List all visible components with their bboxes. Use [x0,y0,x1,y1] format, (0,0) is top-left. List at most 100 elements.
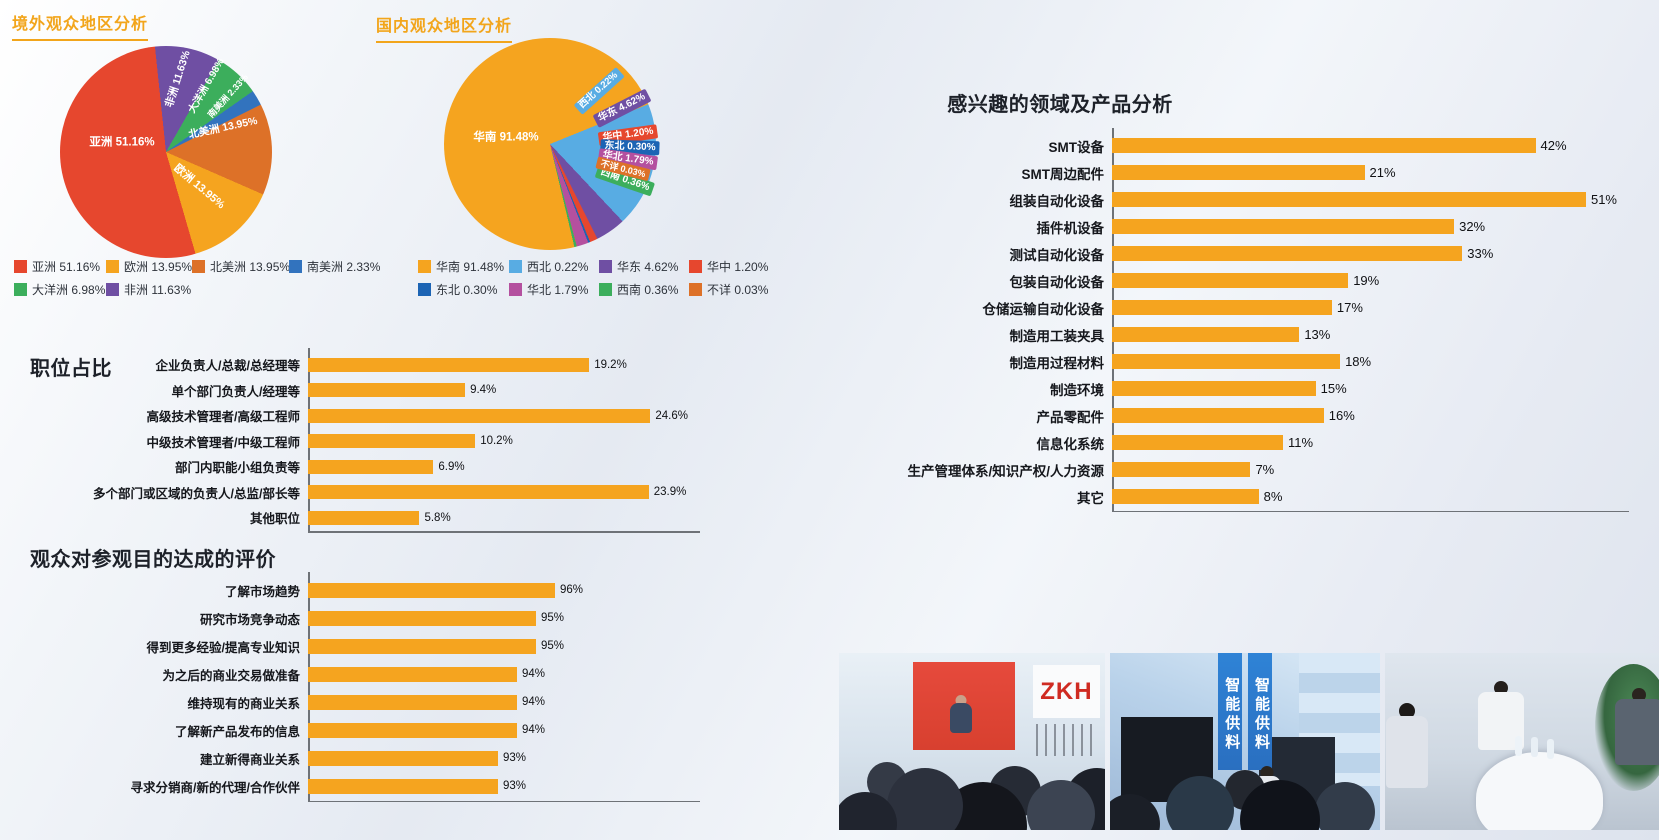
legend-label: 华南 91.48% [436,260,505,274]
bar-row: 仓储运输自动化设备 17% [868,294,1617,321]
bar-category-label: 了解市场趋势 [224,584,300,599]
bar-value-label: 10.2% [480,435,513,448]
bar-category-label: 维持现有的商业关系 [187,696,300,711]
bar-value-label: 21% [1369,165,1396,180]
bar-category-label: 其它 [1077,490,1104,506]
bar-plot-area: 21% [1112,165,1617,180]
legend-swatch [289,260,302,273]
bar-category-label: 其他职位 [249,512,300,527]
legend-item: 东北 0.30% [418,281,509,298]
bar [308,408,651,423]
bar-plot-area: 95% [308,638,688,654]
bar-value-label: 93% [503,780,527,792]
bar-plot-area: 13% [1112,327,1617,342]
bar-plot-area: 94% [308,694,688,710]
legend-label: 大洋洲 6.98% [32,283,106,297]
bar-row: 得到更多经验/提高专业知识 95% [18,632,688,660]
banner-text: 智能供料 [1223,677,1241,754]
bar [308,638,536,654]
legend-label: 非洲 11.63% [124,283,192,297]
bar [1112,246,1463,261]
bar-row: 寻求分销商/新的代理/合作伙伴 93% [18,772,688,800]
bar-category-label: 信息化系统 [1036,436,1105,452]
legend-item: 非洲 11.63% [106,281,192,298]
bar [1112,381,1316,396]
photo-business-meeting [1385,653,1659,830]
bar-row: 部门内职能小组负责等 6.9% [18,454,688,480]
domestic-pie-legend: 华南 91.48% 西北 0.22% 华东 4.62% 华中 1.20% 东北 0.30… [418,258,779,298]
legend-swatch [509,260,522,273]
bar-value-label: 18% [1345,354,1372,369]
bar-category-label: SMT周边配件 [1021,166,1105,182]
bar-value-label: 94% [522,668,546,680]
bar-row: 企业负责人/总裁/总经理等 19.2% [18,352,688,378]
x-axis-line [308,800,700,802]
bar-value-label: 95% [541,640,565,652]
bar-category-label: 测试自动化设备 [1009,247,1105,263]
job-positions-chart: 企业负责人/总裁/总经理等 19.2% 单个部门负责人/经理等 9.4% 高级技术管理者… [18,348,700,533]
bar-value-label: 42% [1540,138,1567,153]
legend-item: 西南 0.36% [599,281,689,298]
legend-item: 华北 1.79% [509,281,599,298]
bar-row: 制造用工装夹具 13% [868,321,1617,348]
banner-text: 智能供料 [1252,677,1270,754]
bar-row: 其他职位 5.8% [18,505,688,531]
legend-item: 欧洲 13.95% [106,258,192,275]
overseas-pie-legend: 亚洲 51.16% 欧洲 13.95% 北美洲 13.95% 南美洲 2.33% 大洋洲… [14,258,385,298]
bar-value-label: 11% [1288,435,1314,450]
bar-plot-area: 9.4% [308,383,688,398]
bar [308,666,517,682]
legend-swatch [599,283,612,296]
bar-plot-area: 17% [1112,300,1617,315]
legend-label: 华中 1.20% [707,260,769,274]
bar-row: 多个部门或区域的负责人/总监/部长等 23.9% [18,480,688,506]
bar [308,750,498,766]
bar-plot-area: 51% [1112,192,1617,207]
legend-item: 南美洲 2.33% [289,258,385,275]
bar [308,610,536,626]
bar-row: 了解市场趋势 96% [18,576,688,604]
legend-label: 南美洲 2.33% [307,260,381,274]
bar-row: 测试自动化设备 33% [868,240,1617,267]
bar-value-label: 8% [1263,489,1283,504]
bar-category-label: 部门内职能小组负责等 [174,461,300,476]
legend-swatch [192,260,205,273]
bar-plot-area: 8% [1112,489,1617,504]
meeting-table [1476,752,1604,830]
job-chart-title: 职位占比 [30,358,112,380]
legend-label: 不详 0.03% [707,283,769,297]
bar-value-label: 17% [1336,300,1363,315]
bar-plot-area: 96% [308,582,688,598]
pie-slice-label: 欧洲 13.95% [171,162,227,212]
bar [308,582,555,598]
bar-plot-area: 19% [1112,273,1617,288]
bar-plot-area: 32% [1112,219,1617,234]
bar-plot-area: 24.6% [308,408,688,423]
bar [1112,138,1536,153]
bar-plot-area: 95% [308,610,688,626]
bar [1112,192,1586,207]
bar [1112,462,1251,477]
bar-category-label: 寻求分销商/新的代理/合作伙伴 [130,780,300,795]
legend-swatch [509,283,522,296]
bar-value-label: 23.9% [653,486,687,499]
bar-category-label: 得到更多经验/提高专业知识 [146,640,300,655]
legend-item: 亚洲 51.16% [14,258,106,275]
purpose-chart-title: 观众对参观目的达成的评价 [30,549,276,571]
bar-row: 其它 8% [868,483,1617,510]
bar-category-label: 研究市场竞争动态 [199,612,300,627]
bar-category-label: SMT设备 [1048,139,1105,155]
bar [1112,408,1324,423]
bar-row: 建立新得商业关系 93% [18,744,688,772]
bar-value-label: 94% [522,724,546,736]
bar-plot-area: 11% [1112,435,1617,450]
bar-plot-area: 19.2% [308,357,688,372]
legend-swatch [418,283,431,296]
bar-category-label: 中级技术管理者/中级工程师 [146,435,300,450]
bar [1112,165,1365,180]
legend-item: 西北 0.22% [509,258,599,275]
bar-value-label: 93% [503,752,527,764]
bar-value-label: 95% [541,612,565,624]
bar-plot-area: 94% [308,666,688,682]
